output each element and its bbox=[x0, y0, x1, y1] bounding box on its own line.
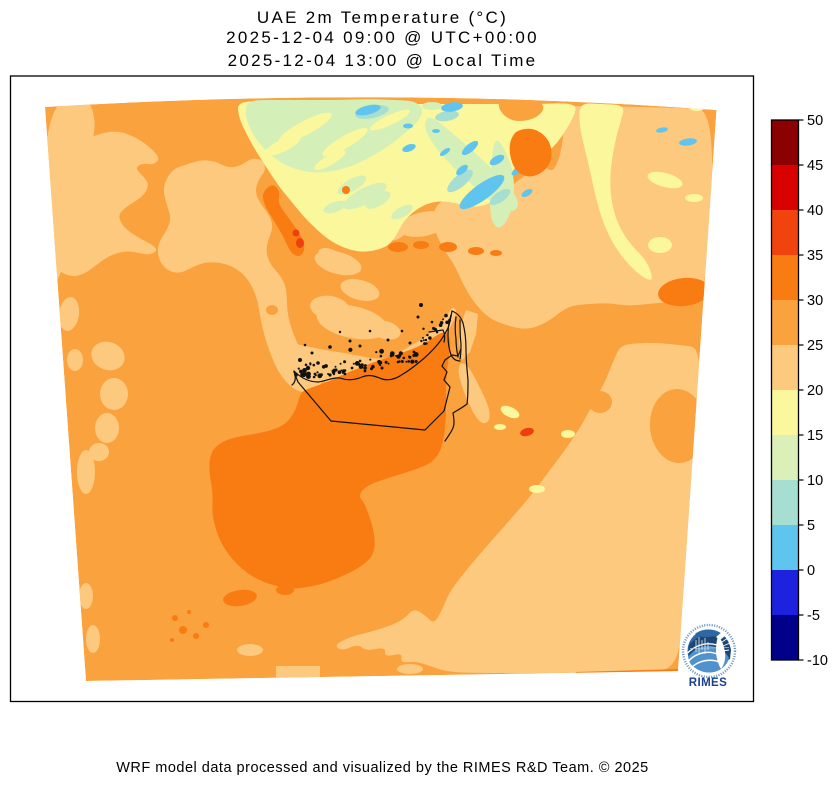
svg-text:RIMES: RIMES bbox=[689, 677, 727, 689]
svg-text:-5: -5 bbox=[807, 608, 820, 624]
svg-text:30: 30 bbox=[807, 293, 823, 309]
svg-text:5: 5 bbox=[807, 518, 815, 534]
svg-text:45: 45 bbox=[807, 158, 823, 174]
svg-text:-10: -10 bbox=[807, 653, 828, 669]
svg-text:20: 20 bbox=[807, 383, 823, 399]
svg-text:0: 0 bbox=[807, 563, 815, 579]
svg-text:10: 10 bbox=[807, 473, 823, 489]
svg-text:25: 25 bbox=[807, 338, 823, 354]
svg-text:50: 50 bbox=[807, 113, 823, 129]
svg-text:15: 15 bbox=[807, 428, 823, 444]
svg-text:40: 40 bbox=[807, 203, 823, 219]
svg-text:35: 35 bbox=[807, 248, 823, 264]
